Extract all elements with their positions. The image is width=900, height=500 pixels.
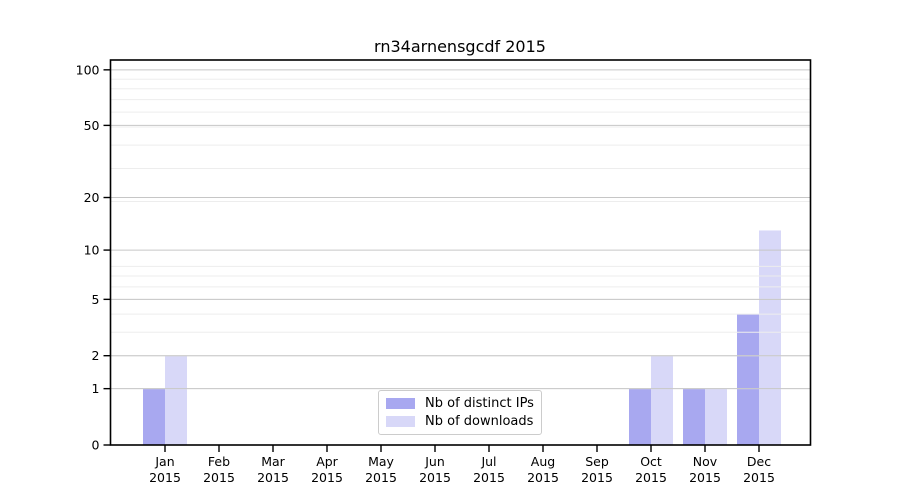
x-tick-label-month: Oct: [640, 454, 662, 469]
bar-distinct-ips-dec: [737, 314, 759, 445]
x-tick-label-year: 2015: [473, 470, 505, 485]
legend-label-distinct-ips: Nb of distinct IPs: [425, 395, 534, 411]
x-tick-label-year: 2015: [365, 470, 397, 485]
x-tick-label-month: Apr: [316, 454, 338, 469]
x-tick-label-month: Mar: [261, 454, 285, 469]
y-tick-label: 10: [84, 243, 100, 258]
x-tick-label-month: May: [368, 454, 394, 469]
y-tick-label: 100: [76, 62, 100, 77]
x-tick-label-year: 2015: [149, 470, 181, 485]
legend-item-distinct-ips: Nb of distinct IPs: [379, 395, 541, 411]
bar-downloads-nov: [705, 388, 727, 445]
x-tick-label-month: Nov: [693, 454, 718, 469]
plot-border: [109, 59, 812, 446]
legend-swatch-distinct-ips: [386, 398, 415, 409]
x-tick-label-year: 2015: [527, 470, 559, 485]
bar-distinct-ips-jan: [143, 388, 165, 445]
legend-label-downloads: Nb of downloads: [425, 413, 534, 429]
legend-swatch-downloads: [386, 416, 415, 427]
x-tick-label-month: Aug: [531, 454, 555, 469]
bar-distinct-ips-oct: [629, 388, 651, 445]
bar-downloads-jan: [165, 355, 187, 445]
x-tick-label-year: 2015: [311, 470, 343, 485]
y-tick-label: 5: [92, 292, 100, 307]
y-tick-label: 20: [84, 190, 100, 205]
bar-downloads-dec: [759, 230, 781, 445]
x-tick-label-year: 2015: [581, 470, 613, 485]
y-tick-label: 0: [92, 438, 100, 453]
x-tick-label-month: Jul: [480, 454, 496, 469]
bar-downloads-oct: [651, 355, 673, 445]
x-tick-label-month: Sep: [585, 454, 609, 469]
x-tick-label-month: Feb: [208, 454, 230, 469]
x-tick-label-year: 2015: [743, 470, 775, 485]
bar-distinct-ips-nov: [683, 388, 705, 445]
y-tick-label: 1: [92, 381, 100, 396]
x-tick-label-year: 2015: [419, 470, 451, 485]
x-tick-label-year: 2015: [257, 470, 289, 485]
x-tick-label-year: 2015: [203, 470, 235, 485]
y-tick-label: 2: [92, 348, 100, 363]
y-tick-label: 50: [84, 118, 100, 133]
x-tick-label-month: Dec: [747, 454, 771, 469]
x-tick-label-month: Jun: [424, 454, 445, 469]
x-tick-label-year: 2015: [689, 470, 721, 485]
legend: Nb of distinct IPs Nb of downloads: [378, 390, 542, 435]
chart-title: rn34arnensgcdf 2015: [374, 37, 546, 56]
x-tick-label-year: 2015: [635, 470, 667, 485]
x-tick-label-month: Jan: [154, 454, 174, 469]
legend-item-downloads: Nb of downloads: [379, 413, 541, 429]
